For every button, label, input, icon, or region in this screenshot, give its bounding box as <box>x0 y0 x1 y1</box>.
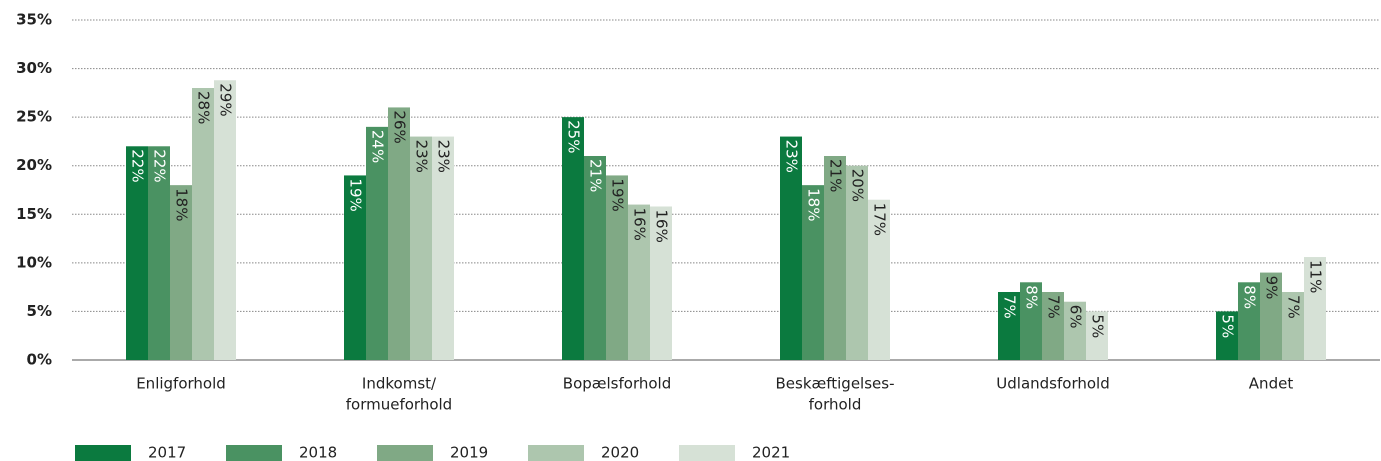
y-tick-label: 35% <box>16 11 52 29</box>
bar <box>214 80 236 360</box>
bar <box>1216 311 1238 360</box>
y-tick-label: 20% <box>16 156 52 174</box>
x-tick-label: forhold <box>809 396 862 414</box>
legend-label: 2021 <box>752 444 790 461</box>
data-label: 16% <box>653 210 671 243</box>
bar <box>170 185 192 360</box>
bar <box>802 185 824 360</box>
bar <box>1020 282 1042 360</box>
bar <box>344 175 366 360</box>
data-label: 7% <box>1001 295 1019 319</box>
data-label: 9% <box>1263 276 1281 300</box>
data-label: 29% <box>217 83 235 116</box>
bar <box>846 165 868 360</box>
bar <box>1282 292 1304 360</box>
bar <box>410 136 432 360</box>
legend-label: 2019 <box>450 444 488 461</box>
bar <box>824 156 846 360</box>
data-label: 19% <box>609 178 627 211</box>
x-tick-label: Enligforhold <box>136 375 226 393</box>
data-label: 22% <box>129 149 147 182</box>
data-label: 20% <box>849 169 867 202</box>
data-label: 5% <box>1089 314 1107 338</box>
data-label: 5% <box>1219 314 1237 338</box>
bar <box>998 292 1020 360</box>
data-label: 21% <box>587 159 605 192</box>
bar <box>432 136 454 360</box>
data-label: 8% <box>1023 285 1041 309</box>
data-label: 25% <box>565 120 583 153</box>
legend-swatch <box>679 445 735 461</box>
bar <box>868 199 890 360</box>
data-label: 23% <box>435 140 453 173</box>
bar <box>126 146 148 360</box>
y-tick-label: 15% <box>16 205 52 223</box>
data-label: 23% <box>783 140 801 173</box>
data-label: 18% <box>805 188 823 221</box>
legend-swatch <box>377 445 433 461</box>
bar <box>584 156 606 360</box>
legend-label: 2018 <box>299 444 337 461</box>
data-label: 28% <box>195 91 213 124</box>
data-label: 21% <box>827 159 845 192</box>
data-label: 23% <box>413 140 431 173</box>
data-label: 17% <box>871 203 889 236</box>
data-label: 7% <box>1285 295 1303 319</box>
bar <box>148 146 170 360</box>
bar <box>628 204 650 360</box>
legend-label: 2017 <box>148 444 186 461</box>
legend-swatch <box>528 445 584 461</box>
bar <box>1238 282 1260 360</box>
bar <box>562 117 584 361</box>
y-tick-label: 5% <box>27 302 52 320</box>
bar <box>606 175 628 360</box>
x-tick-label: Beskæftigelses- <box>775 375 894 393</box>
data-label: 8% <box>1241 285 1259 309</box>
bar <box>780 136 802 360</box>
bar <box>192 88 214 360</box>
x-tick-label: Udlandsforhold <box>996 375 1109 393</box>
data-label: 19% <box>347 178 365 211</box>
bar <box>1260 272 1282 360</box>
data-label: 16% <box>631 208 649 241</box>
legend-swatch <box>75 445 131 461</box>
data-label: 6% <box>1067 305 1085 329</box>
data-label: 7% <box>1045 295 1063 319</box>
y-tick-label: 0% <box>27 351 52 369</box>
y-tick-label: 25% <box>16 108 52 126</box>
x-tick-label: Indkomst/ <box>362 375 437 393</box>
x-tick-label: formueforhold <box>346 396 452 414</box>
bar <box>388 107 410 360</box>
data-label: 26% <box>391 110 409 143</box>
data-label: 22% <box>151 149 169 182</box>
bar <box>650 206 672 360</box>
legend-label: 2020 <box>601 444 639 461</box>
legend-swatch <box>226 445 282 461</box>
bar <box>1042 292 1064 360</box>
bar <box>1064 301 1086 360</box>
bar <box>1304 257 1326 360</box>
data-label: 18% <box>173 188 191 221</box>
x-tick-label: Andet <box>1249 375 1294 393</box>
data-label: 11% <box>1307 260 1325 293</box>
bar <box>1086 311 1108 360</box>
y-tick-label: 30% <box>16 59 52 77</box>
x-tick-label: Bopælsforhold <box>563 375 671 393</box>
bar <box>366 126 388 360</box>
y-tick-label: 10% <box>16 253 52 271</box>
data-label: 24% <box>369 130 387 163</box>
